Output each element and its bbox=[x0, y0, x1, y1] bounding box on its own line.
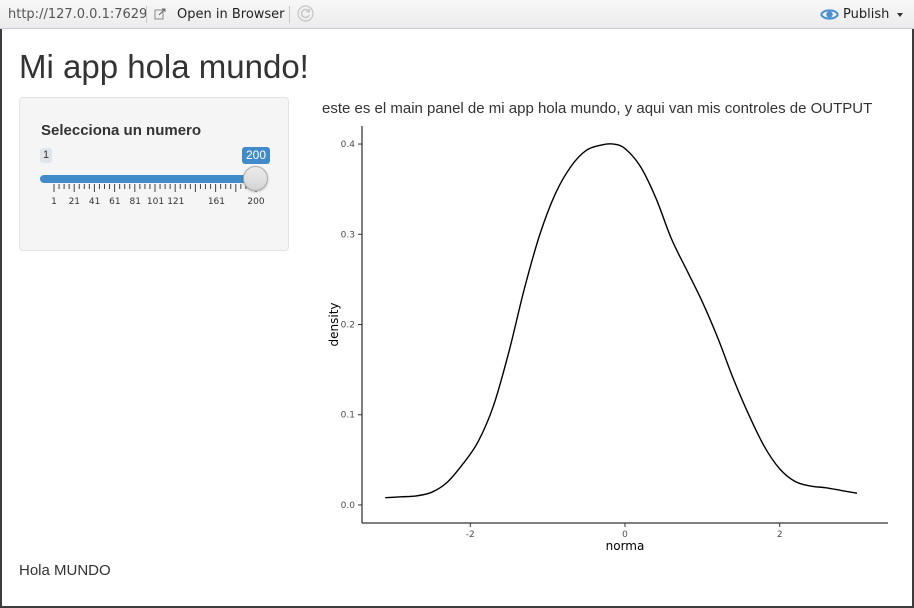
slider-tick-label: 161 bbox=[207, 197, 225, 207]
slider-tick-label: 1 bbox=[51, 197, 57, 207]
y-tick-label: 0.2 bbox=[341, 321, 355, 331]
publish-dropdown-caret-icon[interactable] bbox=[897, 13, 903, 17]
slider-tick-label: 61 bbox=[109, 197, 121, 207]
x-tick-label: 2 bbox=[777, 530, 783, 540]
x-tick-label: -2 bbox=[466, 530, 475, 540]
output-text: Hola MUNDO bbox=[19, 562, 111, 579]
x-tick-label: 0 bbox=[622, 530, 628, 540]
sidebar-panel: Selecciona un numero 1 200 1 21 41 61 81 101 1… bbox=[19, 97, 289, 251]
density-plot: 0.0 0.1 0.2 0.3 0.4 -2 0 2 norma density bbox=[327, 126, 888, 553]
slider-tick-label: 200 bbox=[247, 197, 265, 207]
publish-button[interactable]: Publish bbox=[843, 7, 890, 22]
slider-handle[interactable] bbox=[243, 166, 268, 191]
slider-tick-label: 101 bbox=[146, 197, 165, 207]
density-line bbox=[385, 143, 858, 499]
page-title: Mi app hola mundo! bbox=[19, 48, 309, 85]
slider-min-badge: 1 bbox=[40, 148, 53, 163]
slider-tick-label: 81 bbox=[129, 197, 141, 207]
slider-track[interactable] bbox=[40, 175, 258, 183]
refresh-icon[interactable] bbox=[297, 5, 314, 22]
main-panel-text: este es el main panel de mi app hola mun… bbox=[322, 100, 873, 117]
toolbar-separator bbox=[289, 6, 290, 23]
y-tick-label: 0.4 bbox=[341, 140, 356, 150]
slider-tick-label: 121 bbox=[167, 197, 185, 207]
slider-label: Selecciona un numero bbox=[41, 122, 202, 139]
app-frame bbox=[0, 29, 914, 608]
open-in-browser-button[interactable]: Open in Browser bbox=[177, 7, 285, 22]
url-text: http://127.0.0.1:7629 bbox=[8, 7, 148, 22]
open-in-browser-icon[interactable] bbox=[154, 7, 166, 21]
x-axis-label: norma bbox=[606, 539, 645, 553]
viewer-toolbar: http://127.0.0.1:7629 Open in Browser Pu… bbox=[0, 0, 914, 29]
y-axis-label: density bbox=[327, 303, 341, 347]
slider-tick-label: 21 bbox=[68, 197, 81, 207]
publish-icon[interactable] bbox=[820, 7, 839, 22]
y-tick-label: 0.0 bbox=[341, 501, 356, 511]
y-tick-label: 0.1 bbox=[341, 411, 355, 421]
toolbar-separator bbox=[146, 6, 147, 23]
slider-tick-label: 41 bbox=[88, 197, 101, 207]
slider-value-badge: 200 bbox=[242, 147, 271, 164]
y-tick-label: 0.3 bbox=[341, 230, 355, 240]
